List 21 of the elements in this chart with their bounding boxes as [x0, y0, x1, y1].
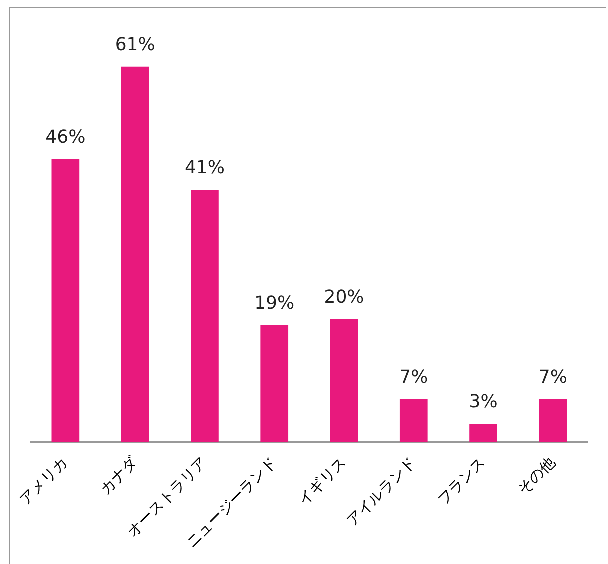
data-label: 7%: [538, 366, 568, 388]
x-tick-label: アメリカ: [16, 454, 72, 509]
data-label: 46%: [46, 126, 86, 148]
data-label: 41%: [184, 158, 225, 179]
x-tick-label: イギリス: [294, 454, 350, 509]
bar: [470, 424, 498, 442]
data-label: 19%: [254, 293, 295, 314]
bar: [52, 159, 80, 442]
x-tick-label: その他: [514, 454, 559, 498]
bar: [260, 325, 289, 442]
bar: [330, 319, 358, 442]
data-label: 61%: [115, 34, 156, 56]
bar: [191, 190, 219, 442]
bar: [400, 399, 428, 442]
data-label: 20%: [324, 286, 364, 308]
bar: [121, 66, 150, 442]
data-label: 3%: [469, 392, 498, 413]
bar: [539, 399, 568, 442]
x-tick-label: フランス: [434, 454, 490, 509]
x-tick-label: カナダ: [96, 452, 142, 498]
data-label: 7%: [400, 366, 428, 388]
